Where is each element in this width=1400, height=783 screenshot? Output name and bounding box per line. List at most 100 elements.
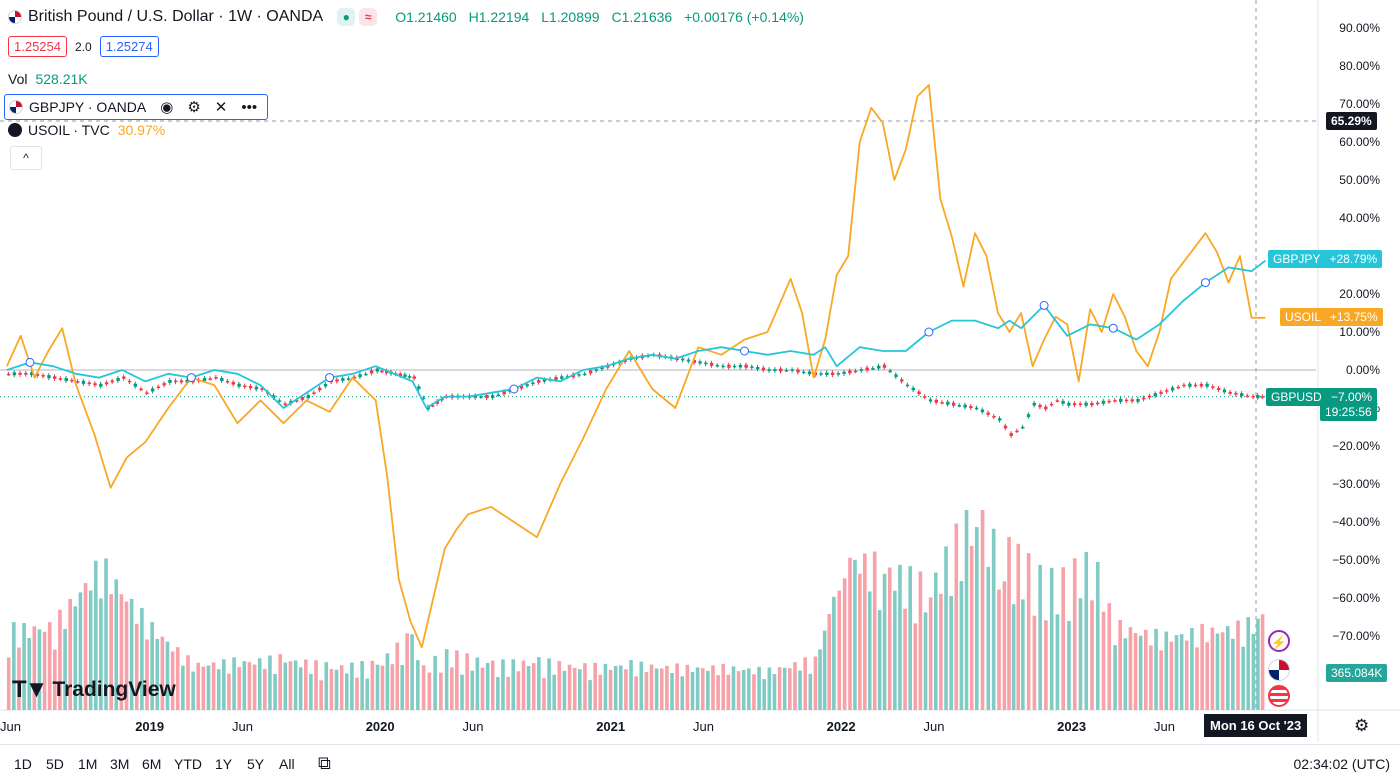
gbpusd-candle: [825, 372, 829, 376]
volume-bar: [918, 571, 923, 710]
data-status-icon[interactable]: ≈: [359, 8, 378, 26]
volume-bar: [1123, 638, 1128, 710]
gbpusd-candle: [1119, 398, 1123, 402]
volume-bar: [319, 680, 323, 710]
gbpusd-candle: [819, 373, 823, 375]
volume-bar: [716, 675, 720, 710]
price-axis-label: 90.00%: [1339, 21, 1380, 35]
gbpusd-candle: [87, 382, 91, 385]
gbpusd-candle: [600, 367, 604, 370]
volume-bar: [400, 665, 404, 710]
gbpusd-candle: [1078, 403, 1083, 405]
close-icon[interactable]: ✕: [214, 99, 228, 116]
gbpusd-candle: [836, 373, 841, 375]
gbpusd-candle: [139, 388, 143, 391]
volume-legend[interactable]: Vol 528.21K: [8, 71, 88, 87]
volume-bar: [1067, 620, 1071, 710]
utc-clock[interactable]: 02:34:02 (UTC): [1293, 756, 1390, 772]
volume-bar: [933, 572, 938, 710]
gbpusd-candle: [1090, 403, 1094, 406]
timeframe-5y[interactable]: 5Y: [247, 756, 265, 772]
collapse-legend-button[interactable]: ^: [10, 146, 42, 170]
gbpusd-candle: [1234, 392, 1238, 395]
gbpusd-tag-value: −7.00%: [1331, 390, 1373, 404]
volume-bar: [557, 660, 562, 710]
usd-event-icon[interactable]: [1268, 685, 1290, 707]
gbpusd-candle: [174, 380, 178, 383]
volume-bar: [47, 622, 52, 710]
gbpusd-candle: [928, 399, 933, 402]
volume-bar: [822, 630, 827, 710]
timeframe-3m[interactable]: 3M: [110, 756, 130, 772]
gbpusd-candle: [18, 372, 22, 375]
volume-bar: [903, 608, 907, 710]
volume-bar: [542, 677, 546, 710]
timeframe-5d[interactable]: 5D: [46, 756, 64, 772]
sell-price-button[interactable]: 1.25254: [8, 36, 67, 57]
gbpusd-candle: [554, 377, 558, 381]
timeframe-1d[interactable]: 1D: [14, 756, 32, 772]
volume-bar: [521, 660, 526, 710]
gbpusd-candle: [220, 377, 224, 382]
gbp-flag-icon: [8, 10, 22, 24]
gbpusd-candle: [1153, 393, 1158, 397]
volume-bar: [1220, 632, 1225, 710]
gbpusd-candle: [1182, 384, 1186, 387]
time-axis-label: 2019: [135, 719, 165, 734]
gbp-event-icon[interactable]: [1268, 659, 1290, 681]
gbpusd-candle: [6, 373, 11, 376]
volume-bar: [380, 665, 385, 710]
volume-bar: [649, 664, 654, 710]
gbpusd-candle: [47, 375, 51, 379]
volume-bar: [1133, 633, 1138, 710]
indicator-pill[interactable]: ● ≈: [337, 8, 378, 26]
symbol-title[interactable]: British Pound / U.S. Dollar · 1W · OANDA: [28, 8, 324, 25]
volume-bar: [526, 666, 531, 710]
volume-bar: [1159, 650, 1163, 710]
gbpusd-candle: [957, 405, 962, 407]
timeframe-1y[interactable]: 1Y: [215, 756, 233, 772]
gbpusd-candle: [485, 395, 489, 399]
buy-price-button[interactable]: 1.25274: [99, 36, 159, 57]
gbpusd-candle: [58, 378, 63, 380]
gbpjpy-legend[interactable]: GBPJPY · OANDA ◉ ⚙ ✕ •••: [4, 94, 268, 120]
volume-bar: [145, 639, 149, 710]
timeframe-all[interactable]: All: [279, 756, 295, 772]
price-axis-label: −60.00%: [1332, 591, 1380, 605]
gbpusd-candle: [900, 379, 904, 382]
gbpusd-candle: [380, 370, 384, 373]
volume-bar: [129, 598, 134, 710]
gbpusd-candle: [335, 379, 339, 382]
gbpusd-candle: [1222, 389, 1227, 393]
gbpusd-candle: [784, 369, 789, 372]
gbpusd-candle: [1165, 390, 1169, 392]
gbpusd-candle: [440, 398, 444, 401]
volume-bar: [1241, 646, 1245, 710]
usoil-legend[interactable]: USOIL · TVC 30.97%: [8, 122, 165, 138]
volume-bar: [798, 670, 802, 710]
timeframe-1m[interactable]: 1M: [78, 756, 98, 772]
tradingview-logo: T▼ TradingView: [12, 676, 176, 704]
gear-icon[interactable]: ⚙: [187, 99, 201, 116]
more-icon[interactable]: •••: [241, 98, 258, 116]
timeframe-ytd[interactable]: YTD: [174, 756, 202, 772]
volume-bar: [782, 667, 787, 710]
volume-bar: [58, 609, 62, 710]
timeframe-6m[interactable]: 6M: [142, 756, 162, 772]
market-open-icon[interactable]: ●: [337, 8, 356, 26]
gbpusd-candle: [802, 371, 806, 374]
gbpusd-candle: [1130, 399, 1134, 402]
volume-bar: [63, 628, 67, 710]
gbpusd-tag-name: GBPUSD: [1271, 390, 1322, 404]
gbpusd-candle: [905, 384, 910, 387]
date-range-icon[interactable]: ⧉: [318, 753, 331, 773]
volume-bar: [1107, 603, 1112, 710]
gbpusd-candle: [237, 383, 241, 387]
lightning-icon[interactable]: ⚡: [1268, 630, 1290, 652]
tv-logo-icon: T▼: [12, 676, 48, 703]
settings-gear-icon[interactable]: ⚙: [1354, 716, 1370, 735]
volume-bar: [344, 673, 349, 710]
gbpusd-candle: [225, 381, 230, 383]
eye-icon[interactable]: ◉: [160, 99, 174, 116]
